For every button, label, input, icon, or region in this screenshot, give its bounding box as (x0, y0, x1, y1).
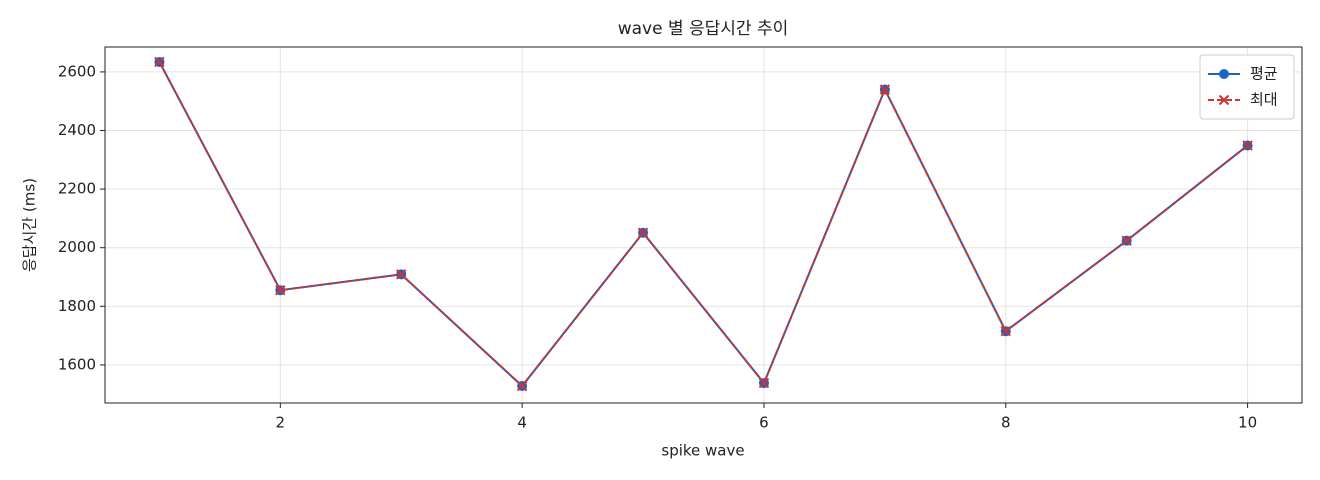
point (1000, 326, 1011, 337)
legend-label: 최대 (1250, 91, 1278, 109)
y-tick-label: 1600 (58, 355, 96, 373)
x-axis-label: spike wave (661, 442, 744, 460)
point (154, 56, 165, 68)
x-tick-label: 6 (759, 414, 769, 432)
legend-marker (1219, 69, 1229, 79)
legend-marker (1218, 94, 1230, 106)
legend-box (1199, 54, 1295, 120)
y-tick-label: 2000 (58, 238, 96, 256)
series-line (158, 61, 1249, 388)
y-tick-label: 2600 (58, 62, 96, 80)
x-tick-label: 10 (1238, 414, 1257, 432)
point (1121, 235, 1132, 246)
point (758, 377, 770, 389)
x-tick-label: 4 (517, 414, 527, 432)
point (516, 380, 528, 392)
y-tick-label: 1800 (58, 297, 96, 315)
x-tick-label: 8 (1001, 414, 1011, 432)
chart-title: wave 별 응답시간 추이 (618, 19, 789, 39)
x-tick-label: 2 (276, 414, 286, 432)
point (879, 84, 891, 95)
series-line (158, 61, 1249, 388)
point (637, 227, 649, 238)
point (396, 269, 407, 280)
y-axis-label: 응답시간 (ms) (21, 178, 39, 272)
point (275, 284, 286, 296)
y-tick-label: 2400 (58, 121, 96, 139)
legend-label: 평균 (1250, 65, 1278, 83)
plot-frame (104, 46, 1303, 404)
point (1242, 140, 1253, 151)
y-tick-label: 2200 (58, 180, 96, 198)
